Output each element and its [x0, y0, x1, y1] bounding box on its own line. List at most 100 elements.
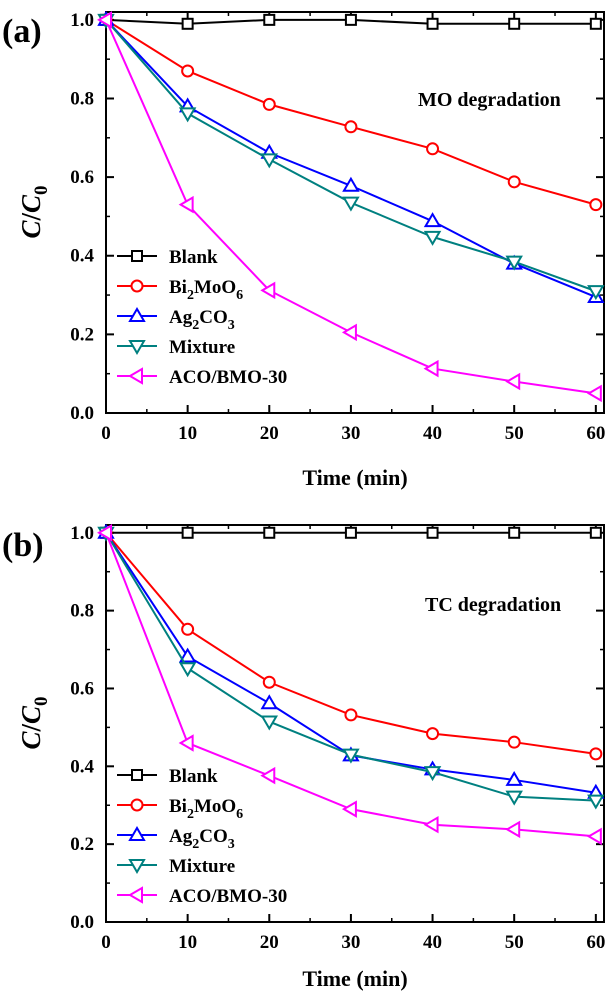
data-point [586, 384, 602, 403]
legend-item: Bi2MoO6 [117, 277, 243, 303]
data-point [423, 230, 442, 246]
legend-item: ACO/BMO-30 [117, 367, 287, 388]
legend-item: ACO/BMO-30 [117, 886, 287, 907]
y-tick-label: 0.8 [70, 88, 94, 109]
legend-marker [128, 859, 146, 874]
x-tick-label: 30 [341, 932, 360, 953]
data-point [586, 827, 602, 846]
legend-label: Bi2MoO6 [169, 796, 243, 822]
data-point [181, 17, 194, 30]
data-point [589, 17, 602, 30]
x-tick-label: 10 [178, 932, 197, 953]
y-tick-label: 0.8 [70, 601, 94, 622]
data-point [178, 195, 194, 214]
data-point [262, 675, 276, 689]
legend-item: Ag2CO3 [117, 826, 235, 852]
y-tick-label: 1.0 [70, 523, 94, 544]
data-point [505, 790, 523, 806]
data-point [342, 176, 360, 192]
data-point [97, 11, 112, 29]
data-point [178, 647, 197, 663]
x-tick-label: 60 [586, 932, 605, 953]
data-point [426, 526, 439, 539]
x-tick-label: 0 [101, 423, 111, 444]
series-mixture [97, 526, 605, 810]
data-point [507, 175, 521, 189]
data-point [260, 153, 279, 169]
data-point [342, 196, 360, 212]
legend-marker [128, 307, 146, 322]
data-point [262, 97, 276, 111]
annotation: MO degradation [418, 89, 561, 111]
x-tick-label: 40 [423, 932, 442, 953]
data-point [97, 524, 112, 542]
data-point [505, 372, 521, 391]
data-point [423, 815, 439, 834]
data-point [589, 198, 603, 212]
plot-frame [105, 524, 605, 923]
y-tick-label: 0.4 [70, 756, 94, 777]
panel-label: (b) [2, 527, 44, 564]
data-point [341, 800, 357, 818]
data-point [178, 107, 197, 123]
legend-marker [128, 826, 146, 841]
legend-label: ACO/BMO-30 [169, 886, 287, 907]
plot-frame [105, 11, 605, 414]
data-point [344, 526, 357, 539]
legend-label: ACO/BMO-30 [169, 367, 287, 388]
x-axis-label: Time (min) [302, 966, 407, 991]
series-blank [100, 13, 602, 30]
y-tick-label: 0.2 [70, 324, 94, 345]
y-tick-label: 0.2 [70, 834, 94, 855]
data-point [341, 323, 357, 342]
legend-marker [131, 769, 143, 781]
legend-marker [131, 250, 143, 262]
legend-marker [128, 367, 143, 385]
data-point [423, 212, 442, 228]
series-aco-bmo-30 [97, 11, 602, 403]
legend-label: Mixture [169, 856, 235, 877]
x-tick-label: 0 [101, 932, 111, 953]
x-tick-label: 50 [505, 423, 524, 444]
x-tick-label: 20 [260, 932, 279, 953]
data-point [505, 820, 521, 839]
data-point [508, 526, 521, 539]
y-tick-label: 0.4 [70, 246, 94, 267]
data-point [344, 120, 358, 134]
series-blank [100, 526, 602, 539]
y-tick-label: 0.0 [70, 912, 94, 933]
legend-label: Blank [169, 247, 218, 268]
data-point [263, 13, 276, 26]
data-point [589, 526, 602, 539]
legend-item: Mixture [117, 856, 235, 877]
legend-item: Ag2CO3 [117, 307, 235, 333]
legend-label: Bi2MoO6 [169, 277, 243, 303]
data-point [589, 747, 603, 761]
legend-marker [128, 340, 146, 355]
data-point [344, 708, 358, 722]
x-tick-label: 60 [586, 423, 605, 444]
y-tick-label: 0.6 [70, 678, 94, 699]
x-tick-label: 20 [260, 423, 279, 444]
legend-label: Blank [169, 766, 218, 787]
data-point [181, 526, 194, 539]
data-point [181, 64, 195, 78]
data-point [423, 766, 442, 782]
data-point [423, 359, 439, 378]
series-bi2moo6 [99, 13, 603, 212]
data-point [505, 770, 523, 786]
data-point [505, 255, 523, 271]
x-axis-label: Time (min) [302, 465, 407, 490]
legend: Blank Bi2MoO6 Ag2CO3 Mixture ACO/BMO-30 [117, 247, 287, 388]
data-point [263, 526, 276, 539]
data-point [426, 17, 439, 30]
y-axis-label: C/C0 [16, 185, 52, 238]
data-point [260, 694, 279, 710]
series-aco-bmo-30 [97, 524, 602, 846]
panel-label: (a) [2, 13, 42, 50]
annotation: TC degradation [425, 594, 561, 616]
legend-label: Ag2CO3 [169, 307, 235, 333]
legend-label: Ag2CO3 [169, 826, 235, 852]
data-point [508, 17, 521, 30]
panel-a: (a) 0 10 20 30 40 50 60 0.0 0.2 0.4 0.6 0.8 1.0 Time (… [2, 10, 605, 490]
